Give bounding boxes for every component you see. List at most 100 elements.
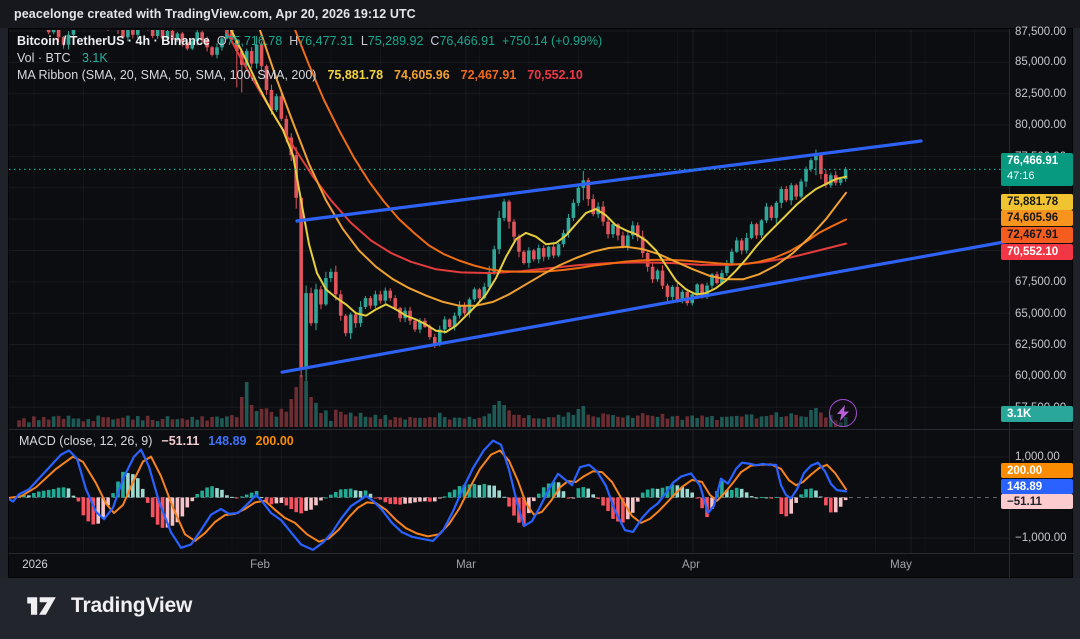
- symbol-title[interactable]: Bitcoin / TetherUS · 4h · Binance: [17, 34, 210, 48]
- candle[interactable]: [606, 221, 610, 235]
- candle[interactable]: [507, 201, 511, 222]
- candle[interactable]: [819, 155, 823, 174]
- candle[interactable]: [749, 224, 754, 238]
- candle[interactable]: [670, 286, 675, 297]
- candle[interactable]: [373, 294, 378, 306]
- candle[interactable]: [784, 189, 789, 201]
- candle[interactable]: [274, 96, 279, 111]
- candle[interactable]: [824, 173, 828, 186]
- candle[interactable]: [393, 298, 397, 309]
- candle[interactable]: [482, 286, 487, 299]
- chart-canvas[interactable]: [9, 29, 1074, 579]
- candle[interactable]: [314, 289, 318, 324]
- candle[interactable]: [532, 250, 536, 260]
- candle[interactable]: [814, 155, 818, 161]
- candle[interactable]: [660, 270, 665, 286]
- candle[interactable]: [734, 240, 739, 252]
- candle[interactable]: [155, 30, 160, 37]
- candle[interactable]: [739, 240, 744, 251]
- candle[interactable]: [561, 232, 566, 245]
- candle[interactable]: [616, 224, 620, 236]
- sma-100-line[interactable]: [294, 29, 847, 273]
- candle[interactable]: [730, 251, 734, 264]
- candle[interactable]: [794, 185, 798, 197]
- candle[interactable]: [279, 96, 284, 119]
- candle[interactable]: [442, 319, 447, 330]
- candle[interactable]: [195, 32, 199, 42]
- candle[interactable]: [710, 274, 714, 286]
- candle[interactable]: [759, 220, 764, 236]
- candle[interactable]: [433, 337, 437, 345]
- candle[interactable]: [165, 31, 170, 39]
- candle[interactable]: [838, 178, 843, 183]
- candle[interactable]: [225, 30, 229, 39]
- macd-line[interactable]: [9, 439, 848, 552]
- upper-channel-trendline[interactable]: [295, 139, 923, 223]
- lower-channel-trendline[interactable]: [280, 239, 1009, 374]
- candle[interactable]: [418, 320, 422, 330]
- candle[interactable]: [546, 246, 551, 257]
- candle[interactable]: [492, 249, 496, 272]
- candle[interactable]: [220, 38, 224, 48]
- candle[interactable]: [51, 29, 56, 33]
- candle[interactable]: [591, 199, 595, 215]
- candle[interactable]: [205, 39, 209, 48]
- candle[interactable]: [200, 32, 204, 40]
- candle[interactable]: [329, 271, 333, 279]
- candle[interactable]: [640, 236, 645, 253]
- candle[interactable]: [829, 175, 833, 186]
- candle[interactable]: [309, 293, 313, 324]
- candle[interactable]: [319, 289, 323, 305]
- candle[interactable]: [566, 217, 571, 233]
- candle[interactable]: [71, 29, 76, 35]
- candle[interactable]: [170, 31, 175, 40]
- candle[interactable]: [462, 305, 467, 314]
- candle[interactable]: [497, 217, 501, 250]
- candle[interactable]: [363, 298, 368, 307]
- candle[interactable]: [576, 187, 581, 203]
- candle[interactable]: [131, 29, 135, 35]
- candle[interactable]: [249, 51, 254, 64]
- candle[interactable]: [705, 285, 709, 296]
- time-label-2026[interactable]: 2026: [22, 559, 48, 571]
- candle[interactable]: [254, 44, 259, 64]
- candle[interactable]: [299, 197, 303, 369]
- candle[interactable]: [284, 118, 289, 138]
- candle[interactable]: [536, 247, 541, 260]
- candle[interactable]: [264, 66, 269, 90]
- candle[interactable]: [413, 320, 417, 330]
- time-label-mar[interactable]: Mar: [456, 559, 476, 571]
- candle[interactable]: [512, 221, 516, 237]
- candle[interactable]: [452, 315, 457, 327]
- candle[interactable]: [343, 315, 348, 334]
- candle[interactable]: [210, 47, 214, 55]
- candle[interactable]: [725, 263, 729, 274]
- candle[interactable]: [126, 29, 130, 38]
- candle[interactable]: [116, 29, 120, 30]
- candle[interactable]: [66, 34, 71, 45]
- candle[interactable]: [626, 235, 630, 247]
- candle[interactable]: [655, 270, 660, 280]
- candle[interactable]: [695, 284, 699, 295]
- candle[interactable]: [477, 289, 482, 299]
- candle[interactable]: [378, 294, 383, 301]
- candle[interactable]: [457, 305, 462, 316]
- candle[interactable]: [136, 29, 140, 35]
- time-label-apr[interactable]: Apr: [682, 559, 700, 571]
- candle[interactable]: [338, 294, 343, 316]
- candle[interactable]: [230, 30, 234, 40]
- sma-20-line[interactable]: [230, 30, 847, 333]
- candle[interactable]: [368, 298, 373, 306]
- candle[interactable]: [522, 251, 526, 264]
- candle[interactable]: [353, 314, 358, 324]
- candle[interactable]: [715, 274, 719, 284]
- candle[interactable]: [769, 206, 774, 218]
- candle[interactable]: [631, 225, 635, 236]
- candle[interactable]: [556, 244, 561, 256]
- candle[interactable]: [571, 202, 576, 218]
- candle[interactable]: [809, 160, 813, 169]
- tradingview-logo[interactable]: TradingView: [26, 592, 192, 620]
- sma-50-line[interactable]: [258, 29, 847, 307]
- candle[interactable]: [764, 206, 769, 221]
- candle[interactable]: [383, 290, 388, 301]
